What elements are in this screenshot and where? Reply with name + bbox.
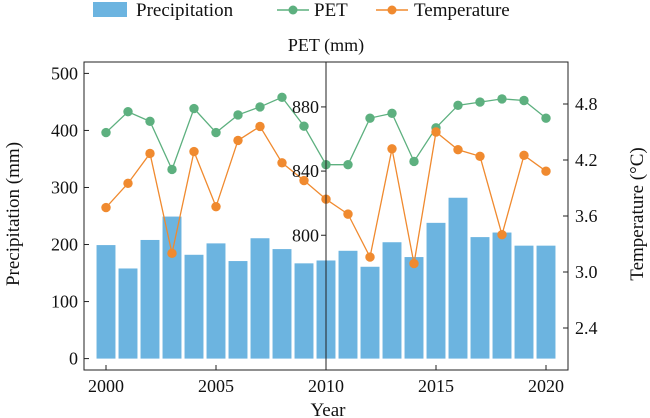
pet-point	[409, 156, 419, 167]
pet-point	[167, 164, 177, 175]
legend-pet-marker	[288, 5, 298, 15]
x-tick-label: 2020	[528, 376, 564, 396]
precipitation-bar	[96, 245, 116, 359]
x-tick-label: 2010	[308, 376, 344, 396]
temperature-point	[409, 258, 419, 269]
pet-point	[211, 127, 221, 138]
temperature-point	[211, 201, 221, 212]
pet-point	[255, 102, 265, 112]
legend: Precipitation PET Temperature	[93, 0, 510, 21]
temperature-point	[123, 178, 133, 189]
x-tick-label: 2005	[198, 376, 234, 396]
pet-point	[519, 95, 529, 106]
precipitation-bar	[470, 237, 490, 359]
y-tick-label-left: 400	[51, 120, 78, 140]
precipitation-bar	[184, 254, 204, 359]
pet-point	[497, 94, 507, 104]
y-tick-label-left: 300	[51, 177, 78, 197]
temperature-point	[497, 229, 507, 240]
precipitation-bar	[140, 239, 160, 359]
axes: 800 840 880 0 100 200 300 400 500 2.4 3.0 3.6 4.2 4.8…	[51, 61, 598, 396]
pet-point	[277, 92, 287, 102]
pet-point	[475, 97, 485, 107]
temperature-point	[101, 202, 111, 213]
y-tick-label-right: 2.4	[575, 318, 598, 338]
series-lines	[101, 92, 551, 269]
pet-point	[123, 107, 133, 117]
pet-point	[145, 116, 155, 127]
pet-tick-label: 880	[292, 97, 319, 117]
precipitation-bar	[382, 242, 402, 359]
y-tick-label-right: 3.0	[575, 262, 598, 282]
precipitation-bar	[294, 263, 314, 359]
precipitation-bar	[360, 266, 380, 359]
legend-precipitation-label: Precipitation	[136, 0, 234, 21]
pet-point	[299, 121, 309, 131]
y-tick-label-left: 0	[69, 349, 78, 369]
temperature-point	[299, 175, 309, 186]
pet-axis-title: PET (mm)	[288, 35, 364, 56]
temperature-point	[145, 148, 155, 159]
legend-pet-label: PET	[314, 0, 348, 21]
y-axis-title-left: Precipitation (mm)	[3, 142, 24, 286]
precipitation-bars	[96, 197, 556, 359]
y-tick-label-right: 3.6	[575, 206, 598, 226]
precipitation-bar	[206, 243, 226, 359]
x-tick-label: 2000	[88, 376, 124, 396]
temperature-point	[365, 252, 375, 262]
y-axis-title-right: Temperature (°C)	[627, 147, 648, 280]
precipitation-bar	[118, 268, 138, 359]
legend-precipitation-swatch	[93, 2, 127, 17]
precipitation-bar	[536, 245, 556, 359]
temperature-point	[167, 248, 177, 259]
legend-temperature-label: Temperature	[414, 0, 510, 21]
temperature-point	[277, 158, 287, 168]
precipitation-bar	[338, 250, 358, 359]
pet-point	[453, 100, 463, 111]
temperature-point	[343, 209, 353, 219]
pet-point	[189, 103, 199, 114]
pet-tick-label: 840	[292, 161, 319, 181]
pet-point	[343, 159, 353, 170]
y-tick-label-left: 100	[51, 292, 78, 312]
temperature-point	[233, 135, 243, 146]
y-tick-label-right: 4.8	[575, 94, 598, 114]
temperature-point	[255, 121, 265, 132]
y-tick-label-left: 200	[51, 235, 78, 255]
precipitation-bar	[404, 257, 424, 359]
precipitation-bar	[162, 216, 182, 359]
precipitation-bar	[448, 197, 468, 359]
temperature-point	[541, 166, 551, 176]
y-tick-label-left: 500	[51, 63, 78, 83]
temperature-point	[475, 151, 485, 161]
pet-point	[233, 110, 243, 120]
temperature-point	[431, 127, 441, 137]
precipitation-bar	[228, 261, 248, 359]
legend-temperature-marker	[387, 5, 397, 15]
temperature-point	[189, 146, 199, 157]
precipitation-bar	[272, 249, 292, 359]
precipitation-bar	[492, 232, 512, 359]
pet-point	[101, 127, 111, 138]
x-tick-label: 2015	[418, 376, 454, 396]
pet-point	[541, 113, 551, 123]
temperature-point	[519, 150, 529, 161]
pet-point	[365, 113, 375, 123]
x-axis-title: Year	[310, 400, 346, 418]
precipitation-bar	[250, 238, 270, 359]
precipitation-bar	[514, 245, 534, 359]
temperature-point	[453, 145, 463, 155]
y-tick-label-right: 4.2	[575, 150, 598, 170]
temperature-point	[387, 144, 397, 154]
pet-point	[387, 108, 397, 119]
pet-tick-label: 800	[292, 225, 319, 245]
precipitation-bar	[426, 222, 446, 359]
